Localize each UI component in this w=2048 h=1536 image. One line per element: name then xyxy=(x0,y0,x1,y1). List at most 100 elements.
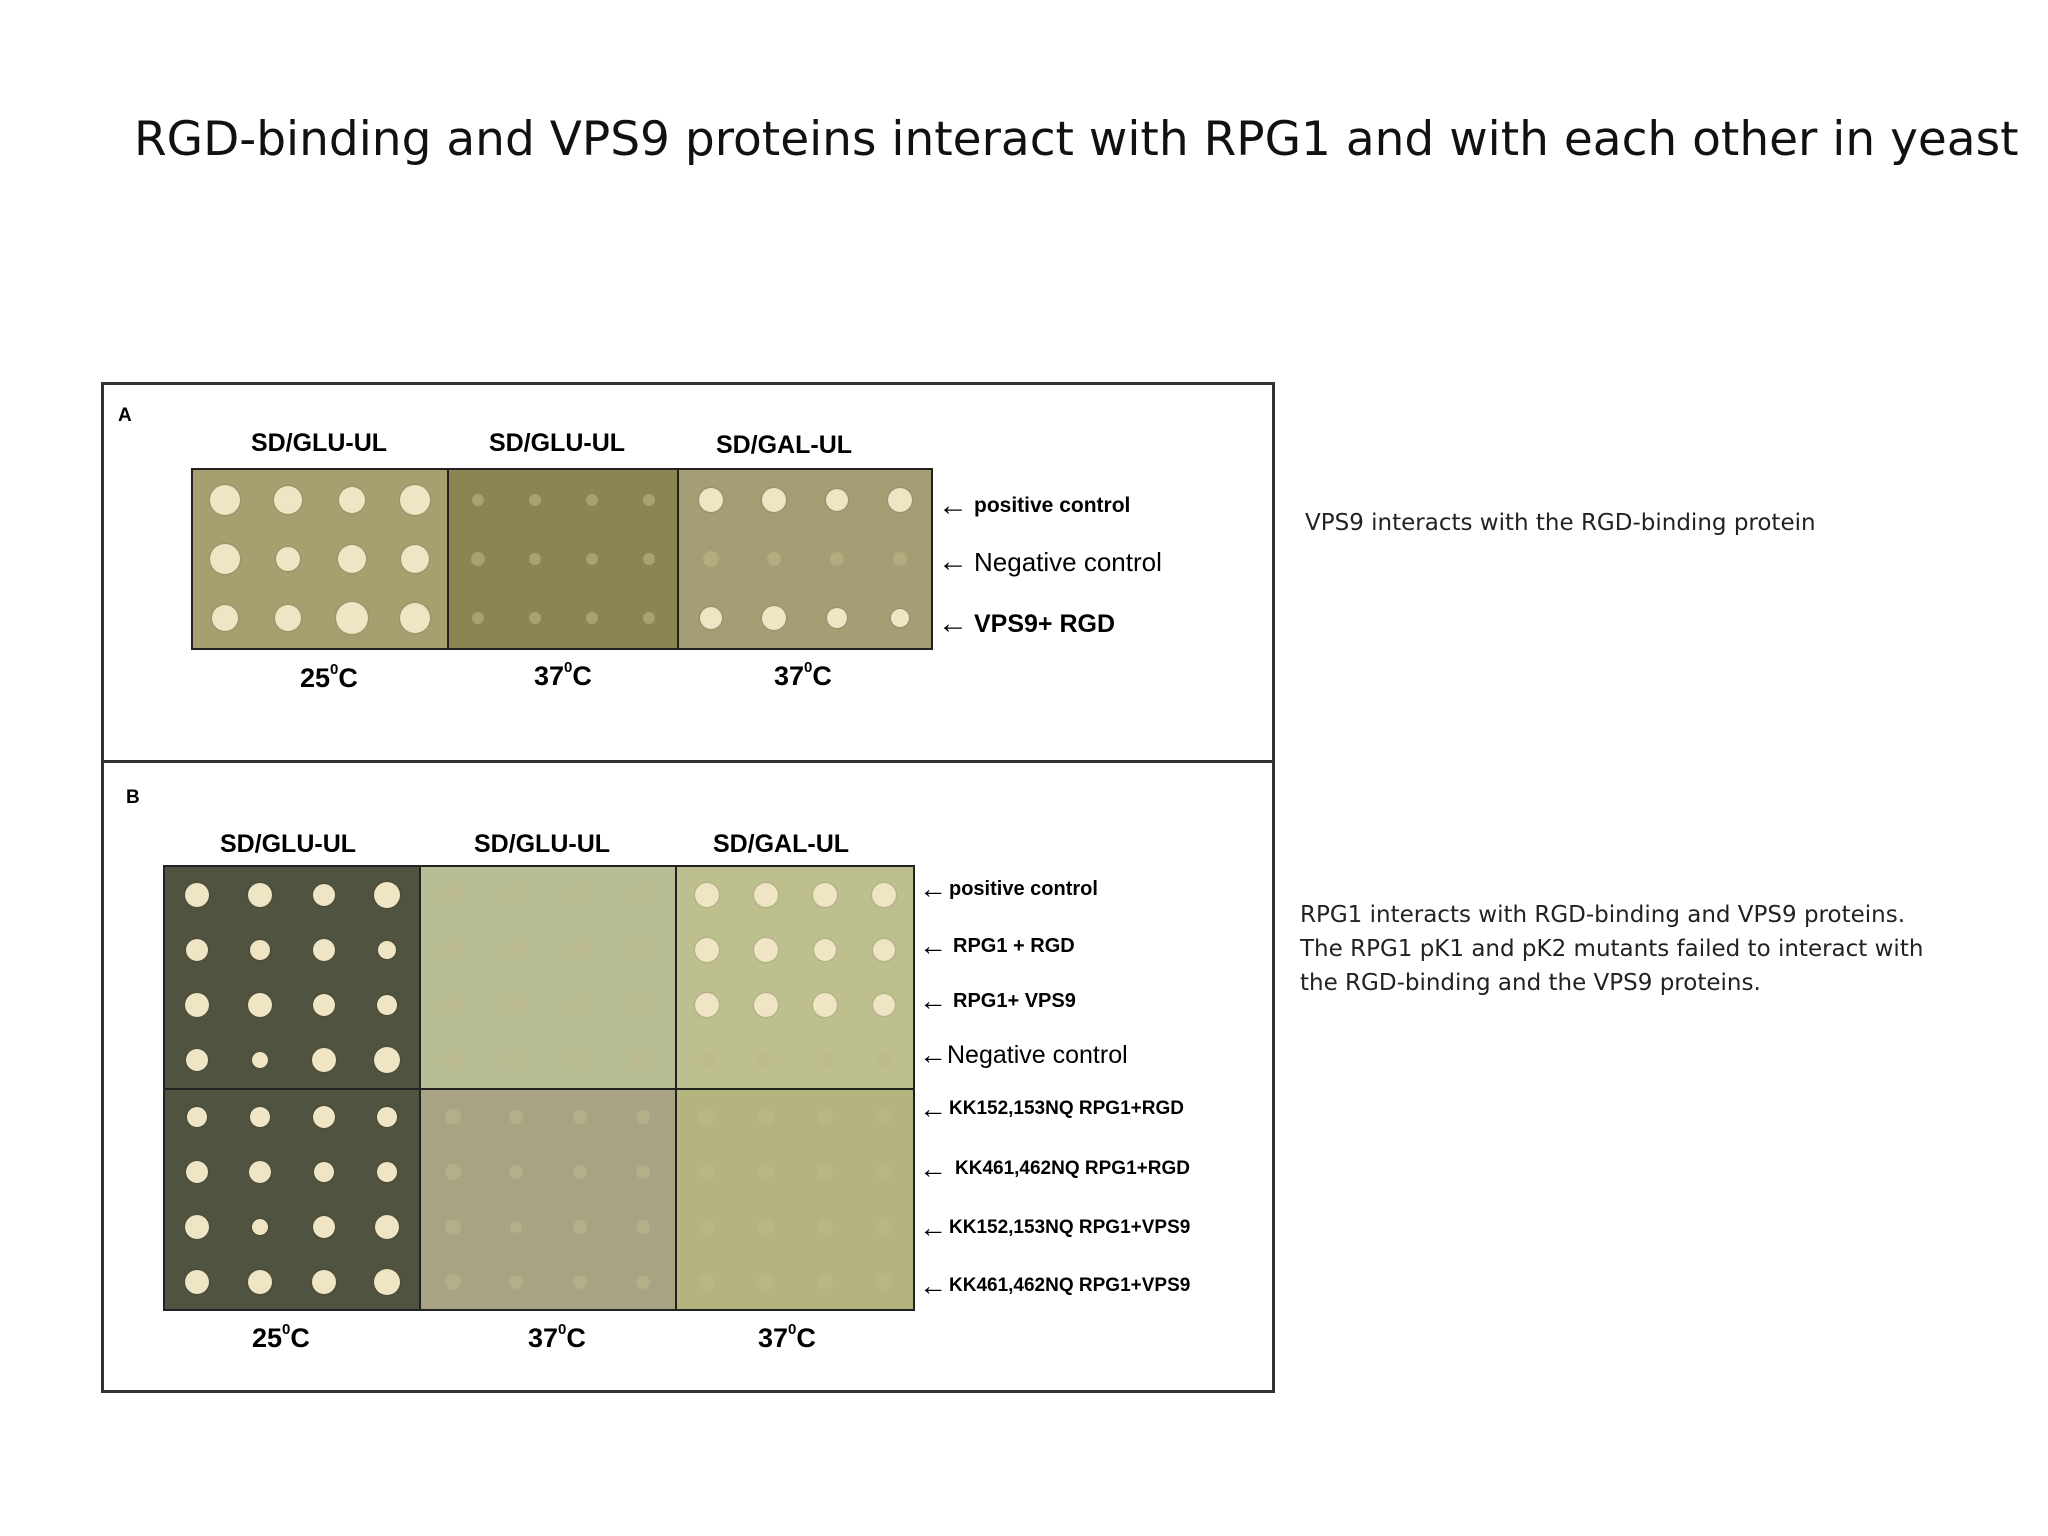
yeast-colony xyxy=(698,1273,715,1290)
yeast-colony xyxy=(756,1051,775,1070)
figure-panel-a: A SD/GLU-UL SD/GLU-UL SD/GAL-UL 250C 370… xyxy=(101,382,1275,763)
temp-unit: C xyxy=(572,661,592,691)
yeast-colony xyxy=(509,1165,524,1180)
plate-glu-25c xyxy=(191,468,449,650)
yeast-colony xyxy=(633,939,654,960)
yeast-colony xyxy=(875,1164,892,1181)
yeast-colony xyxy=(572,1219,587,1234)
yeast-colony xyxy=(698,1164,715,1181)
yeast-colony xyxy=(337,545,366,573)
yeast-colony xyxy=(209,484,240,515)
note-line: the RGD-binding and the VPS9 proteins. xyxy=(1300,970,1761,996)
yeast-colony xyxy=(471,493,484,506)
yeast-colony xyxy=(528,612,541,625)
yeast-colony xyxy=(377,995,398,1016)
yeast-colony xyxy=(753,882,778,907)
plate-glu-37c-bottom xyxy=(419,1088,677,1311)
row-label-text: KK152,153NQ RPG1+RGD xyxy=(949,1098,1184,1119)
plate-glu-25c-top xyxy=(163,865,421,1090)
slide-title: RGD-binding and VPS9 proteins interact w… xyxy=(134,112,2019,167)
yeast-colony xyxy=(248,1269,273,1294)
note-text: VPS9 interacts with the RGD-binding prot… xyxy=(1305,510,1816,536)
yeast-colony xyxy=(642,553,655,565)
arrow-left-icon: ← xyxy=(919,873,947,904)
figure-panel-b: B SD/GLU-UL SD/GLU-UL SD/GAL-UL 250C 370… xyxy=(101,760,1275,1393)
arrow-left-icon: ← xyxy=(919,1270,947,1301)
row-label-text: RPG1+ VPS9 xyxy=(953,989,1076,1012)
yeast-colony xyxy=(570,996,589,1015)
yeast-colony xyxy=(634,885,653,904)
yeast-colony xyxy=(585,553,598,565)
temp-unit: C xyxy=(566,1323,586,1353)
temperature-label: 250C xyxy=(300,661,358,694)
degree-mark: 0 xyxy=(558,1321,567,1338)
yeast-colony xyxy=(694,993,719,1018)
note-line: The RPG1 pK1 and pK2 mutants failed to i… xyxy=(1300,936,1924,962)
yeast-colony xyxy=(184,993,209,1018)
yeast-colony xyxy=(252,1218,269,1235)
yeast-colony xyxy=(313,1162,334,1183)
yeast-colony xyxy=(757,1109,774,1126)
row-label-text: KK461,462NQ RPG1+RGD xyxy=(955,1158,1190,1179)
temperature-label: 370C xyxy=(528,1321,586,1354)
row-label-rpg1-vps9: ← RPG1+ VPS9 xyxy=(919,985,1076,1017)
yeast-colony xyxy=(633,995,654,1016)
yeast-colony xyxy=(636,1110,651,1125)
column-header: SD/GAL-UL xyxy=(712,830,850,858)
yeast-colony xyxy=(506,995,527,1016)
yeast-colony xyxy=(444,1164,461,1181)
yeast-colony xyxy=(813,938,836,961)
yeast-colony xyxy=(528,493,541,506)
yeast-colony xyxy=(694,882,719,907)
temp-value: 37 xyxy=(528,1323,559,1353)
yeast-colony xyxy=(507,1051,526,1070)
row-label-vps9-rgd: ← VPS9+ RGD xyxy=(938,607,1115,641)
yeast-colony xyxy=(250,1107,271,1128)
yeast-colony xyxy=(812,993,837,1018)
temperature-label: 250C xyxy=(252,1321,310,1354)
degree-mark: 0 xyxy=(788,1321,797,1338)
yeast-colony xyxy=(698,1218,715,1235)
yeast-colony xyxy=(694,937,719,962)
yeast-colony xyxy=(816,1109,833,1126)
plate-gal-37c xyxy=(677,468,933,650)
yeast-colony xyxy=(311,1269,336,1294)
yeast-colony xyxy=(443,1051,462,1070)
row-label-kk152-rgd: ← KK152,153NQ RPG1+RGD xyxy=(919,1093,1184,1125)
plate-glu-37c xyxy=(447,468,679,650)
degree-mark: 0 xyxy=(804,659,813,676)
degree-mark: 0 xyxy=(564,659,573,676)
column-header: SD/GLU-UL xyxy=(488,429,626,457)
yeast-colony xyxy=(887,487,912,512)
yeast-colony xyxy=(312,883,335,906)
yeast-colony xyxy=(186,1107,207,1128)
yeast-colony xyxy=(816,1273,833,1290)
row-label-kk152-vps9: ← KK152,153NQ RPG1+VPS9 xyxy=(919,1212,1190,1244)
note-panel-a: VPS9 interacts with the RGD-binding prot… xyxy=(1305,506,1816,540)
yeast-colony xyxy=(378,940,397,959)
yeast-colony xyxy=(185,938,208,961)
yeast-colony xyxy=(252,1052,269,1069)
yeast-colony xyxy=(697,1051,716,1070)
yeast-colony xyxy=(442,939,463,960)
yeast-colony xyxy=(871,882,896,907)
yeast-colony xyxy=(400,484,431,515)
yeast-colony xyxy=(184,882,209,907)
yeast-colony xyxy=(184,1269,209,1294)
yeast-colony xyxy=(875,1273,892,1290)
yeast-colony xyxy=(825,488,848,511)
yeast-colony xyxy=(509,1110,524,1125)
yeast-colony xyxy=(890,609,909,628)
yeast-colony xyxy=(872,938,895,961)
arrow-left-icon: ← xyxy=(919,1153,947,1184)
row-label-rpg1-rgd: ← RPG1 + RGD xyxy=(919,930,1075,962)
yeast-colony xyxy=(570,1051,589,1070)
temp-value: 37 xyxy=(774,661,805,691)
yeast-colony xyxy=(185,1049,208,1072)
temp-value: 37 xyxy=(534,661,565,691)
yeast-colony xyxy=(374,881,401,908)
yeast-colony xyxy=(375,1214,400,1239)
row-label-negative-control: ← Negative control xyxy=(919,1039,1128,1071)
yeast-colony xyxy=(444,1109,461,1126)
yeast-colony xyxy=(312,938,335,961)
